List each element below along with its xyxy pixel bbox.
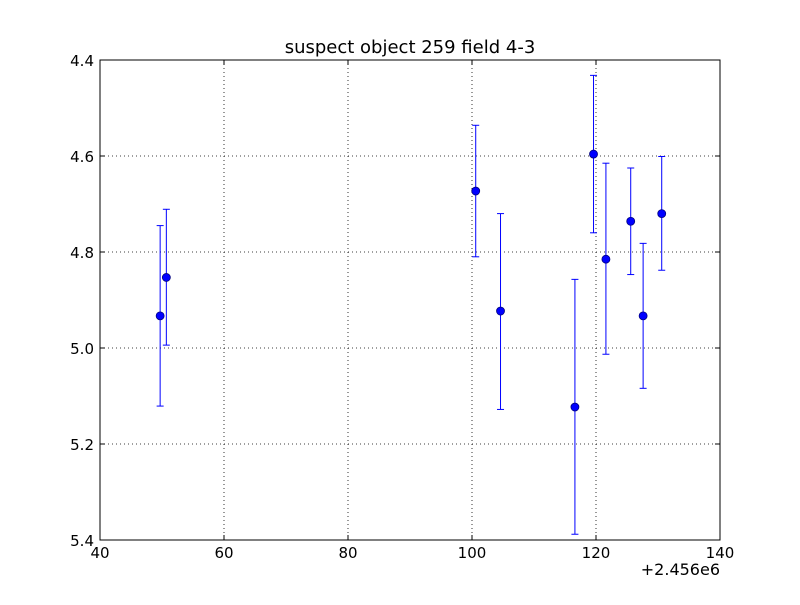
x-tick-label: 140 [706, 544, 735, 562]
x-tick-label: 120 [582, 544, 611, 562]
grid-lines [99, 59, 721, 541]
x-tick-label: 60 [214, 544, 233, 562]
plot-frame [99, 59, 721, 541]
data-point [471, 186, 481, 196]
y-tick-label: 5.4 [70, 532, 94, 550]
x-tick-label: 100 [458, 544, 487, 562]
y-tick-label: 5.0 [70, 340, 94, 358]
data-point [638, 311, 648, 321]
y-tick-label: 5.2 [70, 436, 94, 454]
data-series [155, 74, 667, 535]
data-point [496, 306, 505, 316]
data-point [589, 149, 598, 159]
y-tick-label: 4.4 [70, 52, 94, 70]
y-tick-label: 4.6 [70, 148, 94, 166]
x-tick-label: 80 [338, 544, 357, 562]
data-point [601, 254, 611, 264]
x-tick-label: 40 [90, 544, 109, 562]
data-point [626, 216, 636, 226]
data-point [657, 209, 667, 219]
data-point [155, 311, 165, 321]
y-tick-label: 4.8 [70, 244, 94, 262]
chart-title: suspect object 259 field 4-3 [285, 37, 536, 58]
data-point [570, 402, 580, 412]
x-offset-label: +2.456e6 [641, 560, 720, 579]
data-point [161, 273, 171, 282]
axis-ticks: 40 60 80 100 120 140 4.4 4.6 4.8 5.0 5.2 5.4 [70, 52, 734, 562]
